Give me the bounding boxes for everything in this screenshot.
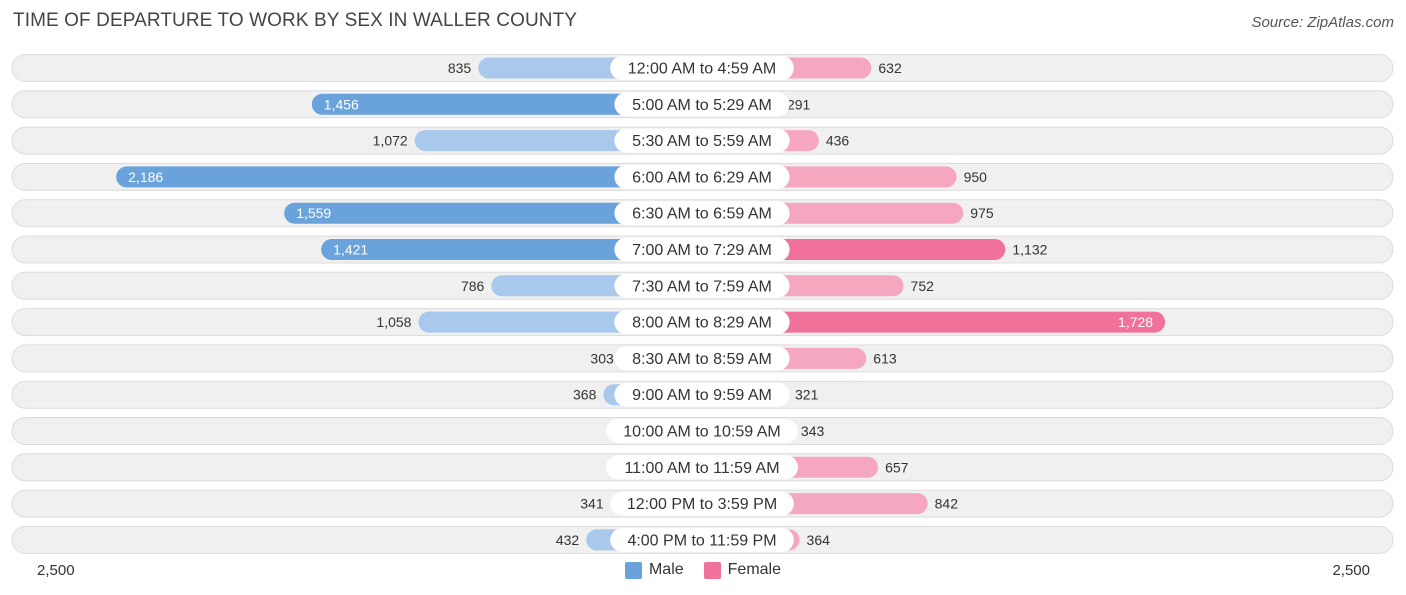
male-value-label: 786	[461, 278, 485, 294]
category-label: 12:00 PM to 3:59 PM	[627, 496, 777, 513]
category-label-pill	[606, 419, 798, 443]
male-value-label: 1,559	[296, 205, 331, 221]
male-value-label: 835	[448, 60, 472, 76]
category-label: 7:30 AM to 7:59 AM	[632, 278, 772, 295]
category-label-pill	[614, 92, 790, 117]
category-label: 9:00 AM to 9:59 AM	[632, 387, 772, 404]
female-value-label: 321	[795, 387, 819, 403]
category-label-pill	[610, 491, 794, 516]
category-label: 10:00 AM to 10:59 AM	[623, 424, 780, 441]
female-value-label: 632	[878, 60, 902, 76]
male-value-label: 1,421	[333, 242, 368, 258]
category-label-pill	[614, 346, 790, 371]
category-label-pill	[614, 382, 790, 407]
category-label: 7:00 AM to 7:29 AM	[632, 242, 772, 259]
legend-label-female: Female	[727, 561, 782, 578]
male-value-label: 432	[556, 532, 580, 548]
female-value-label: 291	[787, 96, 811, 112]
category-label-pill	[610, 56, 794, 80]
category-label-pill	[614, 273, 790, 298]
category-label: 12:00 AM to 4:59 AM	[628, 61, 777, 78]
male-bar	[284, 202, 702, 224]
category-label-pill	[606, 455, 798, 480]
category-label: 8:30 AM to 8:59 AM	[632, 351, 772, 368]
legend-label-male: Male	[648, 561, 684, 578]
category-label: 6:00 AM to 6:29 AM	[632, 169, 772, 186]
category-label: 6:30 AM to 6:59 AM	[632, 206, 772, 223]
category-label-pill	[610, 527, 794, 552]
male-bar	[311, 93, 702, 115]
female-value-label: 842	[935, 496, 959, 512]
female-value-label: 343	[801, 423, 825, 439]
legend-item-female[interactable]: Female	[703, 561, 782, 579]
category-label: 5:30 AM to 5:59 AM	[632, 133, 772, 150]
category-label: 4:00 PM to 11:59 PM	[627, 532, 776, 549]
male-value-label: 368	[573, 387, 597, 403]
legend: Male Female	[0, 561, 1406, 579]
category-label-pill	[614, 310, 790, 335]
source-label: Source: ZipAtlas.com	[1251, 14, 1394, 31]
category-label: 11:00 AM to 11:59 AM	[624, 460, 779, 477]
male-value-label: 1,456	[324, 96, 359, 112]
category-label-pill	[614, 201, 790, 226]
female-value-label: 975	[970, 205, 994, 221]
legend-item-male[interactable]: Male	[624, 561, 684, 579]
male-value-label: 303	[590, 350, 614, 366]
female-value-label: 613	[873, 350, 897, 366]
male-bar	[321, 239, 702, 260]
axis-left-label: 2,500	[37, 562, 75, 579]
category-label-pill	[614, 164, 790, 189]
male-value-label: 1,072	[373, 133, 408, 149]
female-value-label: 752	[911, 278, 935, 294]
female-value-label: 436	[826, 133, 850, 149]
category-label-pill	[614, 128, 790, 153]
axis-right-label: 2,500	[1332, 562, 1370, 579]
legend-swatch-female	[703, 561, 721, 579]
female-bar	[702, 311, 1166, 333]
category-label: 8:00 AM to 8:29 AM	[632, 315, 772, 332]
legend-swatch-male	[624, 561, 642, 579]
male-value-label: 2,186	[128, 169, 163, 185]
chart-title: TIME OF DEPARTURE TO WORK BY SEX IN WALL…	[13, 10, 578, 31]
female-value-label: 1,132	[1012, 242, 1047, 258]
male-value-label: 1,058	[376, 314, 411, 330]
male-bar	[116, 166, 703, 188]
category-label: 5:00 AM to 5:29 AM	[632, 97, 772, 114]
category-label-pill	[614, 237, 790, 262]
female-value-label: 364	[807, 532, 831, 548]
female-value-label: 1,728	[1118, 314, 1153, 330]
female-value-label: 950	[964, 169, 988, 185]
female-value-label: 657	[885, 459, 909, 475]
male-value-label: 341	[580, 496, 604, 512]
